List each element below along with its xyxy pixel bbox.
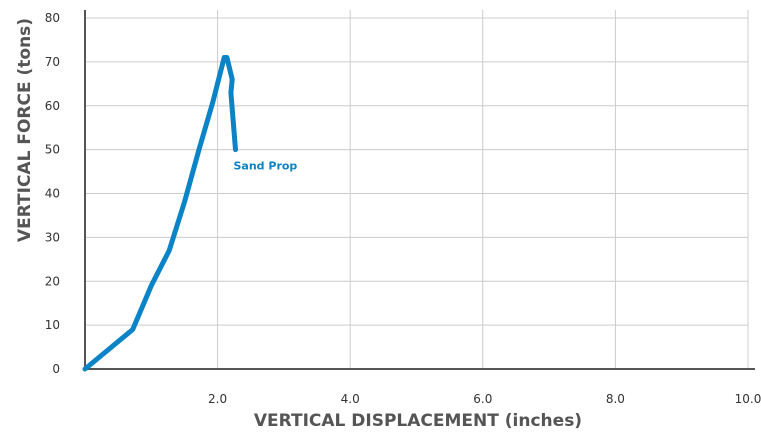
y-tick-label: 40 — [45, 187, 60, 201]
x-tick-label: 2.0 — [208, 392, 227, 406]
x-axis-title: VERTICAL DISPLACEMENT (inches) — [254, 411, 582, 431]
y-tick-label: 80 — [45, 11, 60, 25]
grid-lines — [85, 10, 749, 369]
y-tick-label: 0 — [52, 362, 60, 376]
y-tick-label: 10 — [45, 318, 60, 332]
tick-labels: 0 10 20 30 40 50 60 70 80 2.0 4.0 6.0 8.0 10.0 — [45, 11, 761, 406]
x-tick-label: 6.0 — [473, 392, 492, 406]
y-tick-label: 30 — [45, 230, 60, 244]
x-tick-label: 10.0 — [735, 392, 761, 406]
axes — [84, 10, 755, 370]
x-tick-label: 8.0 — [606, 392, 625, 406]
series: Sand Prop — [82, 55, 298, 372]
y-axis-title: VERTICAL FORCE (tons) — [15, 18, 35, 242]
y-tick-label: 20 — [45, 274, 60, 288]
series-label: Sand Prop — [234, 160, 298, 173]
y-tick-label: 70 — [45, 55, 60, 69]
series-line-sand-prop — [82, 55, 238, 372]
x-tick-label: 4.0 — [341, 392, 360, 406]
y-tick-label: 60 — [45, 99, 60, 113]
y-tick-label: 50 — [45, 143, 60, 157]
